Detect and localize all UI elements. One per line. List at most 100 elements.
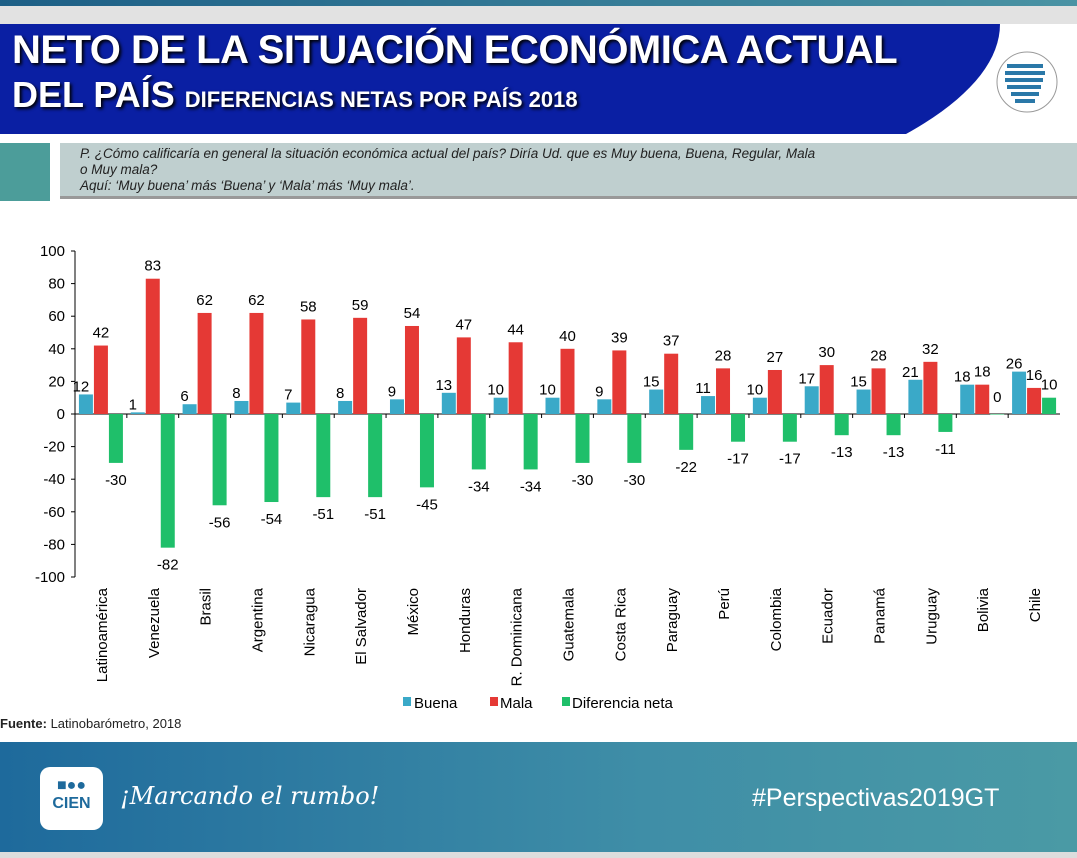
x-tick-label: Costa Rica bbox=[612, 587, 629, 661]
legend: Buena Mala Diferencia neta bbox=[403, 695, 674, 712]
data-label: 1 bbox=[129, 396, 137, 413]
data-label: 8 bbox=[232, 385, 240, 402]
data-label: 18 bbox=[974, 364, 991, 381]
data-label: 42 bbox=[93, 325, 110, 342]
y-tick-label: 40 bbox=[48, 341, 65, 358]
bar-buena bbox=[701, 396, 716, 414]
data-label: 10 bbox=[747, 382, 764, 399]
y-tick-label: 60 bbox=[48, 308, 65, 325]
data-label: 7 bbox=[284, 387, 292, 404]
data-label: 28 bbox=[870, 347, 887, 364]
x-tick-label: Perú bbox=[716, 588, 733, 620]
bar-mala bbox=[249, 312, 264, 414]
x-tick-label: El Salvador bbox=[353, 588, 370, 665]
bar-buena bbox=[1012, 371, 1027, 414]
x-tick-label: Bolivia bbox=[975, 587, 992, 632]
bar-mala bbox=[767, 369, 782, 414]
data-label: -56 bbox=[209, 514, 231, 531]
bar-buena bbox=[234, 400, 249, 414]
bar-buena bbox=[389, 399, 404, 414]
source-label: Fuente: bbox=[0, 716, 47, 731]
question-line3: Aquí: ‘Muy buena’ más ‘Buena’ y ‘Mala’ m… bbox=[80, 178, 415, 193]
data-label: 10 bbox=[1041, 377, 1058, 394]
bar-buena bbox=[856, 389, 871, 414]
top-strip bbox=[0, 6, 1077, 24]
question-line1: P. ¿Cómo calificaría en general la situa… bbox=[80, 146, 816, 161]
data-label: -30 bbox=[105, 472, 127, 489]
data-label: -51 bbox=[364, 506, 386, 523]
data-label: 16 bbox=[1026, 367, 1043, 384]
bar-buena bbox=[493, 397, 508, 414]
data-label: 83 bbox=[144, 258, 161, 275]
data-label: 39 bbox=[611, 329, 628, 346]
data-label: 54 bbox=[404, 305, 421, 322]
x-tick-label: Chile bbox=[1027, 588, 1044, 622]
bar-diferencia-neta bbox=[782, 414, 797, 442]
legend-swatch-buena bbox=[403, 697, 411, 706]
data-label: -17 bbox=[779, 451, 801, 468]
data-label: 18 bbox=[954, 369, 971, 386]
bar-mala bbox=[301, 319, 316, 414]
data-label: 32 bbox=[922, 341, 939, 358]
data-label: 8 bbox=[336, 385, 344, 402]
bar-chart: 100806040200-20-40-60-80-100Latinoaméric… bbox=[35, 243, 1060, 712]
data-label: -54 bbox=[261, 511, 283, 528]
bar-mala bbox=[145, 278, 160, 414]
cien-logo-mark: ■●● bbox=[57, 777, 86, 794]
bar-mala bbox=[923, 361, 938, 414]
bar-mala bbox=[404, 325, 419, 414]
x-tick-label: Guatemala bbox=[561, 587, 578, 661]
footer-bar bbox=[0, 742, 1077, 852]
latinobarometro-logo bbox=[996, 51, 1058, 113]
bar-diferencia-neta bbox=[523, 414, 538, 470]
bar-buena bbox=[130, 412, 145, 414]
x-tick-label: Venezuela bbox=[146, 587, 163, 658]
bar-mala bbox=[716, 368, 731, 414]
data-label: 30 bbox=[818, 344, 835, 361]
bar-diferencia-neta bbox=[1042, 397, 1057, 414]
bar-buena bbox=[908, 379, 923, 414]
x-tick-label: Argentina bbox=[249, 587, 266, 652]
bar-buena bbox=[545, 397, 560, 414]
bar-buena bbox=[649, 389, 664, 414]
bar-diferencia-neta bbox=[264, 414, 279, 503]
legend-label-diferencia: Diferencia neta bbox=[572, 695, 674, 712]
data-label: 0 bbox=[993, 389, 1001, 406]
bar-mala bbox=[612, 350, 627, 414]
data-label: 26 bbox=[1006, 356, 1023, 373]
bar-buena bbox=[338, 400, 353, 414]
bottom-strip bbox=[0, 852, 1077, 858]
bar-diferencia-neta bbox=[108, 414, 123, 463]
x-tick-label: Honduras bbox=[457, 588, 474, 653]
bar-diferencia-neta bbox=[471, 414, 486, 470]
legend-label-buena: Buena bbox=[414, 695, 458, 712]
top-bar bbox=[0, 0, 1077, 6]
subtitle: DIFERENCIAS NETAS POR PAÍS 2018 bbox=[184, 87, 578, 112]
x-tick-label: Uruguay bbox=[923, 588, 940, 645]
bar-buena bbox=[752, 397, 767, 414]
title-line2: DEL PAÍS DIFERENCIAS NETAS POR PAÍS 2018 bbox=[12, 74, 578, 116]
banner-background bbox=[0, 24, 1000, 134]
data-label: 27 bbox=[767, 349, 784, 366]
bar-buena bbox=[286, 402, 301, 414]
data-label: -30 bbox=[623, 472, 645, 489]
bar-diferencia-neta bbox=[938, 414, 953, 432]
bar-diferencia-neta bbox=[731, 414, 746, 442]
data-label: 17 bbox=[798, 370, 815, 387]
cien-logo: ■●● CIEN bbox=[40, 767, 103, 830]
legend-label-mala: Mala bbox=[500, 695, 533, 712]
y-tick-label: -80 bbox=[43, 536, 65, 553]
data-label: 13 bbox=[435, 377, 452, 394]
bar-diferencia-neta bbox=[627, 414, 642, 463]
bar-diferencia-neta bbox=[834, 414, 849, 436]
bar-buena bbox=[441, 392, 456, 414]
data-label: 21 bbox=[902, 364, 919, 381]
bar-buena bbox=[597, 399, 612, 414]
data-label: -22 bbox=[675, 459, 697, 476]
title-line1: NETO DE LA SITUACIÓN ECONÓMICA ACTUAL bbox=[12, 28, 898, 72]
data-label: -30 bbox=[572, 472, 594, 489]
data-label: -13 bbox=[883, 444, 905, 461]
bar-diferencia-neta bbox=[575, 414, 590, 463]
bar-diferencia-neta bbox=[368, 414, 383, 498]
bar-mala bbox=[1027, 387, 1042, 414]
